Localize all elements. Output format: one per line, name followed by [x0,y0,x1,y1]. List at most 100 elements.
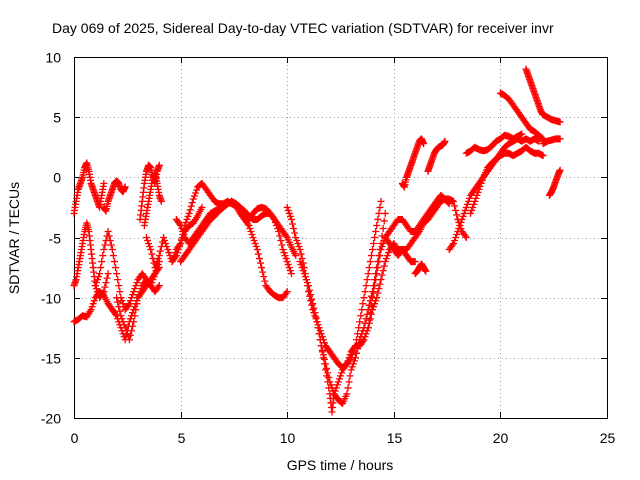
series-track-v [467,143,547,217]
data-point [476,182,484,190]
data-point [117,312,125,320]
data-point [157,197,165,205]
series-track-aa [545,166,564,199]
data-point [478,176,486,184]
series-track-e [91,227,163,314]
data-point [343,390,351,398]
data-point [100,288,108,296]
data-point [189,195,197,203]
data-point [444,199,452,207]
data-point [246,224,254,232]
data-point [244,220,252,228]
data-point [376,280,384,288]
data-point [323,372,331,380]
data-point [377,246,385,254]
data-point [376,252,384,260]
y-tick-label: -15 [41,351,61,367]
data-point [93,276,101,284]
series-track-f [113,276,163,344]
data-point [451,202,459,210]
data-point [152,261,160,269]
data-point [365,316,373,324]
data-point [98,258,106,266]
data-point [384,249,392,257]
data-point [100,179,108,187]
data-point [310,304,318,312]
data-point [106,237,114,245]
data-point [377,197,385,205]
data-point [461,232,469,240]
data-point [301,273,309,281]
data-point [100,246,108,254]
data-point [378,243,386,251]
data-point [473,191,481,199]
data-point [334,378,342,386]
data-point [459,212,467,220]
data-point [168,258,176,266]
data-point [129,291,137,299]
x-tick-label: 25 [600,430,616,446]
data-point [96,270,104,278]
data-point [126,331,134,339]
data-point [347,366,355,374]
tick-layer: 0 5 10 15 20 25 -20 -15 -10 -5 0 5 10 [41,50,616,447]
data-point [92,285,100,293]
data-point [383,252,391,260]
data-point [342,361,350,369]
data-point [282,232,290,240]
data-point [261,277,269,285]
data-point [302,276,310,284]
data-point [333,381,341,389]
data-point [95,273,103,281]
data-point [366,309,374,317]
data-point [452,234,460,241]
data-point [313,318,321,326]
data-point [330,390,338,398]
data-point [363,327,371,335]
data-point [292,234,300,241]
data-point [163,243,171,251]
data-point [356,318,364,326]
data-point [475,185,483,193]
data-point [99,289,107,297]
data-point [321,339,329,347]
y-axis-label: SDTVAR / TECUs [6,182,22,294]
data-point [115,303,123,311]
data-point [182,218,190,226]
data-point [319,354,327,362]
data-point [144,237,152,245]
data-point [154,255,162,263]
data-point [359,300,367,308]
data-point [114,298,122,306]
data-point [137,285,145,293]
data-point [292,252,300,260]
data-point [113,270,121,278]
data-point [283,203,291,211]
data-point [337,372,344,380]
data-point [345,378,353,386]
data-point [538,134,546,142]
data-point [367,252,375,260]
data-point [311,309,319,317]
data-point [324,378,332,386]
series-track-p [364,195,470,332]
data-point [477,179,485,187]
data-point [281,252,289,260]
data-point [284,206,292,214]
data-point [185,209,193,217]
data-point [474,188,482,196]
data-point [257,259,265,267]
data-point [112,264,120,272]
data-point [180,230,188,238]
data-point [539,152,547,160]
series-track-s [411,260,430,278]
data-point [97,264,105,272]
data-point [374,215,382,223]
data-point [345,354,353,362]
data-point [376,203,384,211]
data-point [308,295,316,303]
data-point [91,282,99,290]
data-point [297,261,305,269]
data-point [462,234,470,241]
data-point [454,227,462,235]
